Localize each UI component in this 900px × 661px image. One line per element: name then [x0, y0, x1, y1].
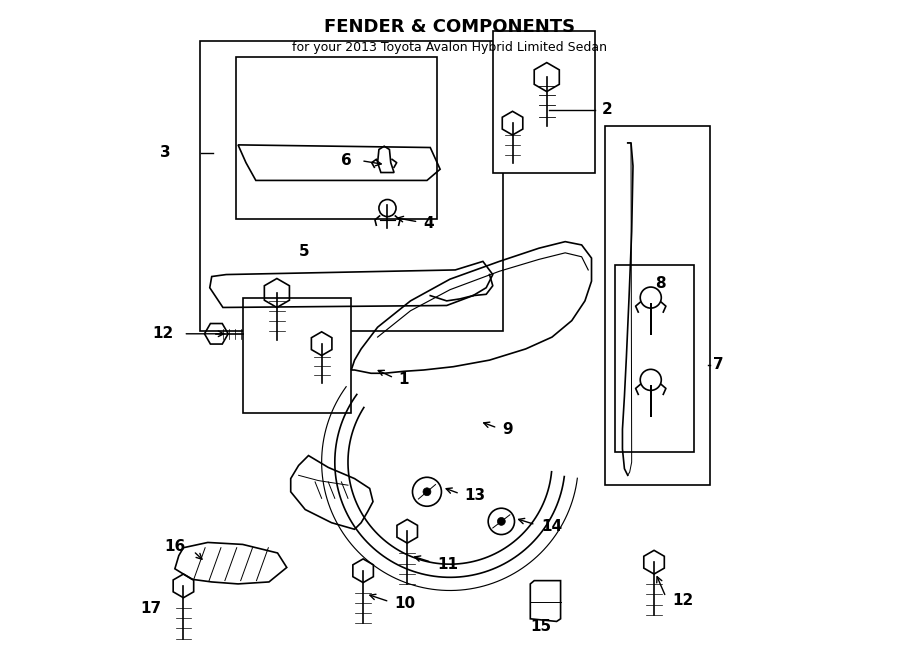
Text: 10: 10: [394, 596, 415, 611]
Text: for your 2013 Toyota Avalon Hybrid Limited Sedan: for your 2013 Toyota Avalon Hybrid Limit…: [292, 41, 608, 54]
FancyBboxPatch shape: [243, 297, 351, 412]
Text: 7: 7: [714, 357, 724, 372]
Text: FENDER & COMPONENTS: FENDER & COMPONENTS: [324, 18, 576, 36]
Text: 14: 14: [541, 519, 562, 534]
Text: 3: 3: [159, 145, 170, 160]
Text: 9: 9: [503, 422, 513, 437]
Text: 17: 17: [140, 601, 162, 616]
Text: 13: 13: [464, 488, 486, 502]
Text: 12: 12: [672, 593, 694, 608]
FancyBboxPatch shape: [605, 126, 710, 485]
FancyBboxPatch shape: [493, 31, 595, 173]
FancyBboxPatch shape: [236, 58, 436, 219]
Text: 11: 11: [436, 557, 458, 572]
Text: 8: 8: [655, 276, 666, 291]
FancyBboxPatch shape: [615, 264, 694, 452]
Text: 4: 4: [424, 215, 435, 231]
Text: 2: 2: [601, 102, 612, 118]
Text: 15: 15: [530, 619, 552, 634]
Text: 1: 1: [399, 372, 410, 387]
Text: 5: 5: [299, 244, 310, 259]
Text: 6: 6: [340, 153, 351, 168]
FancyBboxPatch shape: [200, 41, 503, 330]
Circle shape: [498, 518, 505, 525]
Text: 12: 12: [152, 327, 174, 341]
Text: 16: 16: [164, 539, 185, 554]
Circle shape: [423, 488, 431, 496]
